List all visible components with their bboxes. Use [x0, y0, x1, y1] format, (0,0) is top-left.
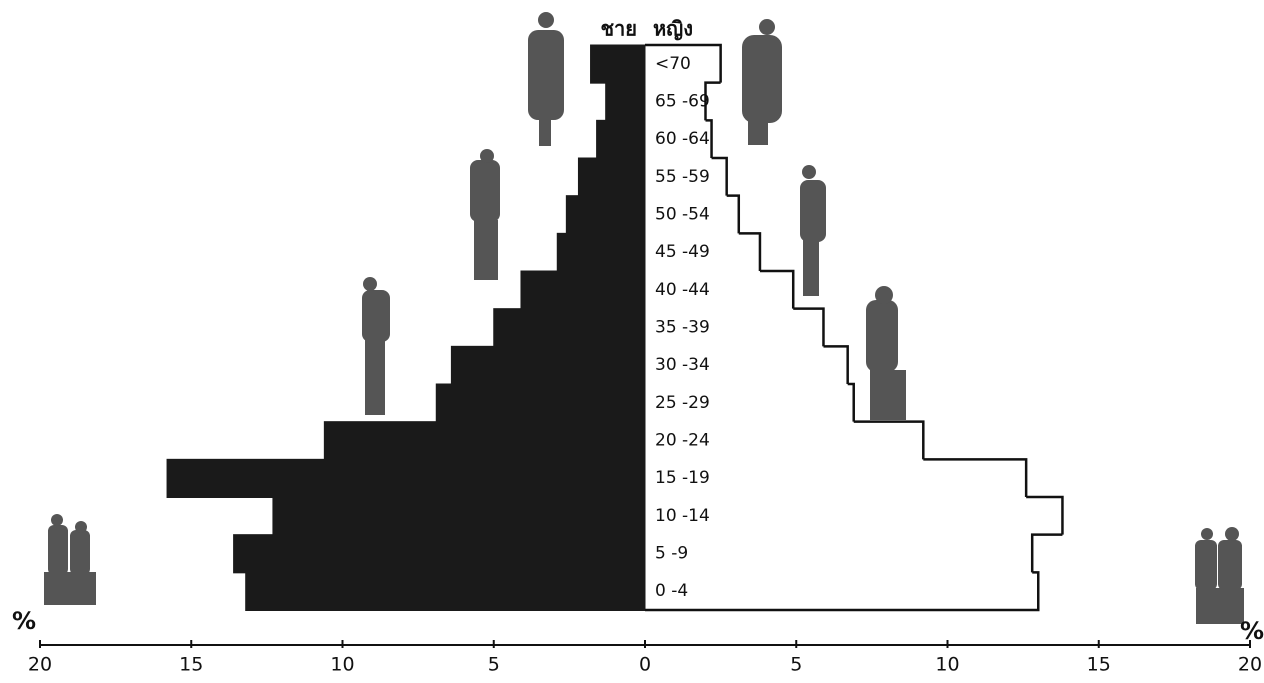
age-group-label: 25 -29 — [655, 393, 710, 413]
female-bar-outline — [853, 420, 925, 460]
age-group-label: 40 -44 — [655, 280, 710, 300]
x-tick-label: 10 — [935, 654, 959, 676]
age-group-label: 55 -59 — [655, 167, 710, 187]
age-group-label: 0 -4 — [655, 581, 688, 601]
people-illustrations — [44, 12, 1244, 624]
age-group-label: 30 -34 — [655, 355, 710, 375]
header-male: ชาย — [600, 17, 637, 41]
female-bar-outline — [759, 269, 795, 309]
female-bar-outline — [645, 43, 722, 83]
male-bar — [565, 195, 646, 235]
male-bar — [596, 119, 646, 160]
age-group-label: 60 -64 — [655, 129, 710, 149]
x-tick-label: 20 — [1238, 654, 1262, 676]
female-bar-outline — [793, 307, 825, 347]
x-tick-label: 5 — [790, 654, 802, 676]
age-group-label: 10 -14 — [655, 506, 710, 526]
x-tick-label: 15 — [1087, 654, 1111, 676]
male-bar — [233, 534, 646, 574]
male-bar — [590, 44, 646, 84]
female-bar-outline — [1030, 533, 1063, 573]
age-group-label: 20 -24 — [655, 431, 710, 451]
female-bar-outline — [1026, 495, 1064, 535]
female-bar-outline — [705, 119, 713, 158]
age-group-label: 50 -54 — [655, 205, 710, 225]
x-tick-label: 20 — [28, 654, 52, 676]
male-bar — [323, 421, 646, 461]
male-bar — [520, 270, 646, 310]
age-group-label: 5 -9 — [655, 544, 688, 564]
header-female: หญิง — [653, 17, 693, 41]
x-tick-label: 15 — [179, 654, 203, 676]
age-group-label: 35 -39 — [655, 318, 710, 338]
age-group-label: 65 -69 — [655, 92, 710, 112]
x-tick-label: 10 — [330, 654, 354, 676]
male-bar — [166, 458, 646, 499]
female-bar-outline — [823, 345, 849, 384]
x-tick-label: 0 — [639, 654, 651, 676]
x-tick-label: 5 — [488, 654, 500, 676]
male-bar — [245, 571, 646, 611]
female-bar-outline — [711, 156, 728, 196]
age-group-label: 45 -49 — [655, 242, 710, 262]
male-bar — [493, 308, 646, 348]
age-group-label: 15 -19 — [655, 468, 710, 488]
male-bar — [556, 232, 646, 272]
male-bar — [450, 345, 646, 386]
unit-label-right: % — [1240, 617, 1264, 645]
female-bar-outline — [847, 382, 855, 422]
female-bar-outline — [923, 458, 1028, 497]
male-bar — [605, 82, 646, 122]
male-bar — [577, 157, 646, 197]
female-bar-outline — [726, 194, 741, 234]
male-bar — [272, 496, 646, 536]
female-bar-outline — [704, 81, 721, 121]
female-bar-outline — [645, 571, 1040, 612]
male-bar — [435, 383, 646, 423]
age-group-label: <70 — [655, 54, 691, 74]
female-bar-outline — [738, 232, 762, 271]
unit-label-left: % — [12, 607, 36, 635]
